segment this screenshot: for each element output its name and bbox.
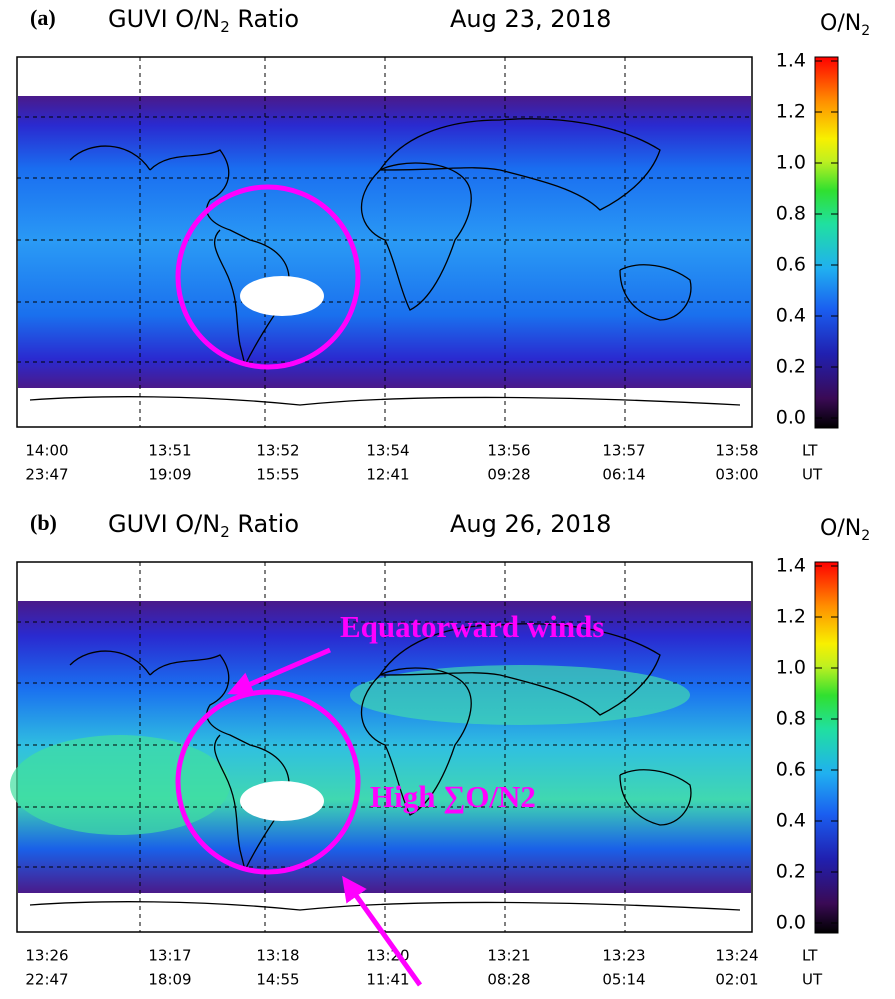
colorbar-tick-label: 0.8	[776, 203, 806, 225]
colorbar-tick-label: 0.6	[776, 254, 806, 276]
green-region	[10, 735, 230, 835]
ut-label: 03:00	[715, 466, 758, 484]
no-data-region	[240, 781, 324, 821]
ut-row-label: UT	[802, 466, 823, 484]
coastline	[360, 162, 472, 311]
coastline	[379, 623, 661, 716]
colorbar-tick-label: 0.4	[776, 810, 806, 832]
panel-label: (a)	[30, 5, 56, 30]
coastline	[360, 667, 472, 816]
title-sub: 2	[220, 18, 230, 36]
lt-label: 13:18	[256, 947, 299, 965]
colorbar-label-sub: 2	[861, 23, 870, 39]
lt-label: 13:57	[602, 442, 645, 460]
lt-label: 13:56	[487, 442, 530, 460]
ut-label: 12:41	[366, 466, 409, 484]
title-rest: Ratio	[230, 5, 299, 33]
colorbar-tick-label: 1.2	[776, 606, 806, 628]
coastline	[149, 149, 290, 367]
arrow	[227, 647, 331, 696]
ut-label: 18:09	[148, 971, 191, 989]
ut-label: 11:41	[366, 971, 409, 989]
colorbar	[814, 56, 839, 429]
panel-title: GUVI O/N2 Ratio	[108, 510, 299, 541]
colorbar-tick-label: 1.0	[776, 657, 806, 679]
title-rest: Ratio	[230, 510, 299, 538]
annotation-winds: Equatorward winds	[340, 609, 604, 644]
title-text: GUVI O/N	[108, 5, 220, 33]
colorbar-tick-label: 0.4	[776, 305, 806, 327]
ut-label: 23:47	[25, 466, 68, 484]
ut-label: 02:01	[715, 971, 758, 989]
ut-label: 22:47	[25, 971, 68, 989]
panel-date: Aug 23, 2018	[450, 5, 611, 33]
colorbar-label-sub: 2	[861, 528, 870, 544]
coastline	[379, 118, 661, 211]
colorbar-tick-label: 0.6	[776, 759, 806, 781]
lt-row-label: LT	[802, 442, 818, 460]
no-data-region	[240, 276, 324, 316]
coastline	[29, 901, 741, 911]
panel: (a) GUVI O/N2 Ratio Aug 23, 2018 O/N20.00.2…	[16, 5, 870, 484]
arrow	[342, 875, 423, 987]
colorbar-tick-label: 0.0	[776, 912, 806, 934]
annotation-high: High ∑O/N2	[370, 779, 536, 814]
ut-label: 19:09	[148, 466, 191, 484]
highlight-circle	[175, 184, 361, 370]
panels: (a) GUVI O/N2 Ratio Aug 23, 2018 O/N20.00.2…	[10, 5, 870, 989]
title-sub: 2	[220, 523, 230, 541]
coastline	[149, 654, 290, 872]
ut-label: 15:55	[256, 466, 299, 484]
colorbar-tick-label: 1.0	[776, 152, 806, 174]
lt-label: 13:52	[256, 442, 299, 460]
title-text: GUVI O/N	[108, 510, 220, 538]
annotations: Equatorward winds High ∑O/N2	[227, 609, 604, 987]
colorbar-tick-label: 0.2	[776, 861, 806, 883]
colorbar-label: O/N2	[820, 11, 870, 39]
green-region	[350, 665, 690, 725]
lt-label: 13:23	[602, 947, 645, 965]
panel-date: Aug 26, 2018	[450, 510, 611, 538]
ut-label: 08:28	[487, 971, 530, 989]
colorbar-tick-label: 1.2	[776, 101, 806, 123]
lt-label: 13:51	[148, 442, 191, 460]
colorbar-label-text: O/N	[820, 11, 861, 36]
ut-label: 05:14	[602, 971, 645, 989]
coastline	[619, 264, 692, 321]
panel-title: GUVI O/N2 Ratio	[108, 5, 299, 36]
lt-label: 13:21	[487, 947, 530, 965]
ut-row-label: UT	[802, 971, 823, 989]
ut-label: 09:28	[487, 466, 530, 484]
highlight-circle	[175, 689, 361, 875]
colorbar-tick-label: 0.2	[776, 356, 806, 378]
lt-label: 13:20	[366, 947, 409, 965]
colorbar-tick-label: 1.4	[776, 555, 806, 577]
colorbar-tick-label: 0.0	[776, 407, 806, 429]
colorbar-tick-label: 1.4	[776, 50, 806, 72]
coastline	[29, 396, 741, 406]
coastline	[619, 769, 692, 826]
colorbar-label: O/N2	[820, 516, 870, 544]
colorbar-label-text: O/N	[820, 516, 861, 541]
lt-label: 13:58	[715, 442, 758, 460]
lt-label: 13:26	[25, 947, 68, 965]
lt-label: 14:00	[25, 442, 68, 460]
coastline	[69, 145, 151, 171]
lt-row-label: LT	[802, 947, 818, 965]
colorbar	[814, 561, 839, 934]
lt-label: 13:24	[715, 947, 758, 965]
panel-label: (b)	[30, 510, 57, 535]
lt-label: 13:17	[148, 947, 191, 965]
coastline	[69, 650, 151, 676]
lt-label: 13:54	[366, 442, 409, 460]
panel: (b) GUVI O/N2 Ratio Aug 26, 2018 O/N20.00.2…	[10, 510, 870, 989]
ut-label: 06:14	[602, 466, 645, 484]
ut-label: 14:55	[256, 971, 299, 989]
colorbar-tick-label: 0.8	[776, 708, 806, 730]
